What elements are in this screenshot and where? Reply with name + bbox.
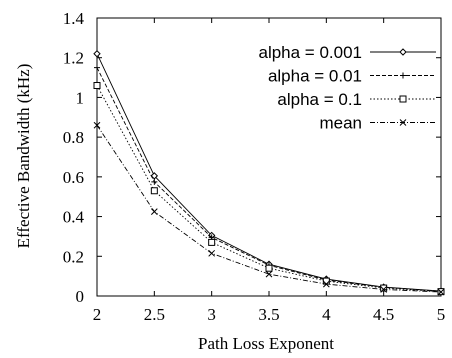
data-point-marker xyxy=(399,95,407,103)
diamond-marker xyxy=(399,48,407,56)
plus-marker xyxy=(151,178,158,185)
y-tick-label: 0 xyxy=(76,287,85,306)
y-tick-label: 0.4 xyxy=(63,208,85,227)
y-tick-label: 1.4 xyxy=(63,9,85,28)
square-marker xyxy=(322,277,330,285)
data-point-marker xyxy=(400,72,406,79)
x-marker xyxy=(265,270,273,278)
x-marker xyxy=(399,119,407,126)
y-tick-label: 0.8 xyxy=(63,128,84,147)
data-point-marker xyxy=(380,284,388,292)
series-line xyxy=(96,67,442,292)
data-point-marker xyxy=(437,288,445,296)
data-point-marker xyxy=(151,178,158,185)
x-marker xyxy=(93,121,101,129)
data-point-marker xyxy=(265,270,273,278)
data-point-marker xyxy=(208,249,216,257)
x-tick-label: 4 xyxy=(322,305,331,324)
data-point-marker xyxy=(208,238,216,246)
x-tick-label: 2 xyxy=(93,305,102,324)
data-point-marker xyxy=(322,277,330,285)
x-tick-label: 3.5 xyxy=(258,305,279,324)
square-marker xyxy=(93,82,101,90)
x-tick-label: 3 xyxy=(207,305,216,324)
legend-label: alpha = 0.1 xyxy=(277,90,362,109)
square-marker xyxy=(265,264,273,272)
data-point-marker xyxy=(399,119,407,126)
y-tick-label: 0.6 xyxy=(63,168,84,187)
y-tick-label: 1 xyxy=(76,88,85,107)
data-point-marker xyxy=(150,208,158,215)
series-line xyxy=(96,53,442,292)
x-tick-label: 2.5 xyxy=(144,305,165,324)
legend-label: alpha = 0.001 xyxy=(258,43,362,62)
x-marker xyxy=(208,249,216,257)
y-axis-label: Effective Bandwidth (kHz) xyxy=(14,64,33,249)
diamond-marker xyxy=(93,50,101,58)
data-point-marker xyxy=(93,121,101,129)
x-marker xyxy=(380,286,388,293)
data-point-marker xyxy=(399,48,407,56)
data-point-marker xyxy=(93,50,101,58)
data-point-marker xyxy=(380,286,388,293)
square-marker xyxy=(150,187,158,195)
x-marker xyxy=(150,208,158,215)
legend-label: mean xyxy=(319,114,362,133)
x-tick-label: 5 xyxy=(437,305,446,324)
data-point-marker xyxy=(322,280,330,288)
x-marker xyxy=(437,288,445,296)
y-tick-label: 0.2 xyxy=(63,247,84,266)
plus-marker xyxy=(400,72,406,79)
y-tick-label: 1.2 xyxy=(63,49,84,68)
x-tick-label: 4.5 xyxy=(373,305,394,324)
ticks: 2 2.5 3 3.5 4 4.5 5 0 0.2 0.4 0.6 0.8 1 1.2 1.4 xyxy=(63,9,446,324)
data-point-marker xyxy=(93,82,101,90)
square-marker xyxy=(208,238,216,246)
legend-label: alpha = 0.01 xyxy=(268,67,362,86)
data-point-marker xyxy=(94,64,100,71)
data-point-marker xyxy=(150,187,158,195)
legend: alpha = 0.001 alpha = 0.01 alpha = 0.1 mean xyxy=(258,43,436,133)
square-marker xyxy=(399,95,407,103)
data-point-marker xyxy=(265,264,273,272)
series-mean xyxy=(93,121,445,296)
x-marker xyxy=(322,280,330,288)
series-lines xyxy=(93,50,445,296)
series-alpha-0-001 xyxy=(93,50,445,295)
plus-marker xyxy=(94,64,100,71)
square-marker xyxy=(380,284,388,292)
x-axis-label: Path Loss Exponent xyxy=(198,334,334,353)
